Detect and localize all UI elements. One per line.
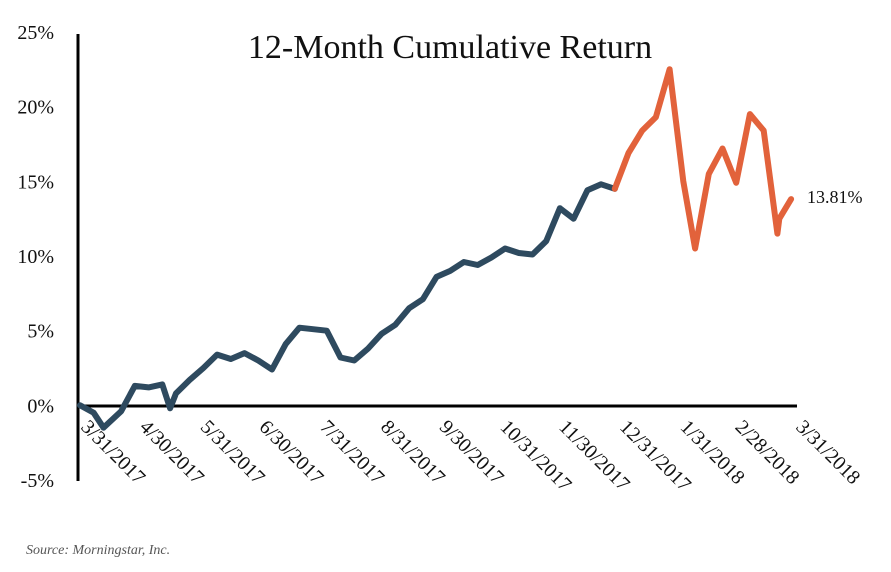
x-axis-ticks: 3/31/20174/30/20175/31/20176/30/20177/31… [76,416,864,496]
x-tick-label: 3/31/2017 [76,416,149,489]
x-tick-label: 7/31/2017 [315,416,388,489]
y-tick-label: 20% [17,97,54,119]
x-tick-label: 4/30/2017 [135,416,208,489]
end-value-label: 13.81% [807,187,863,207]
y-axis-ticks: 25% 20% 15% 10% 5% 0% -5% [17,22,54,492]
chart-title: 12-Month Cumulative Return [248,29,652,66]
y-tick-label: 5% [27,321,54,343]
series-lines [77,66,795,431]
y-tick-label: -5% [21,470,54,492]
y-tick-label: 10% [17,246,54,268]
series-line-2018 [611,66,795,252]
source-note: Source: Morningstar, Inc. [26,543,171,558]
x-tick-label: 3/31/2018 [791,416,864,489]
series-line-2017 [77,181,618,431]
y-tick-label: 25% [17,22,54,44]
y-tick-label: 0% [27,395,54,417]
y-tick-label: 15% [17,171,54,193]
x-tick-label: 9/30/2017 [435,416,508,489]
axes [76,34,797,481]
x-tick-label: 6/30/2017 [255,416,328,489]
